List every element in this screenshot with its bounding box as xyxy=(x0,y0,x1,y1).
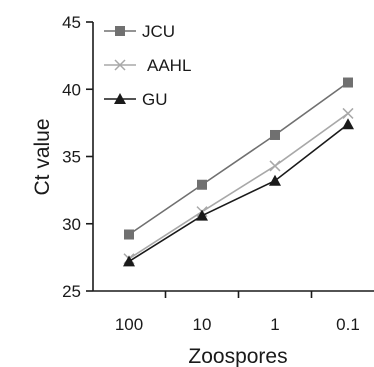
y-tick-label: 30 xyxy=(62,215,81,234)
legend-marker xyxy=(115,26,125,36)
data-point-gu xyxy=(196,209,208,221)
series-line-gu xyxy=(128,123,349,263)
legend-item-jcu: JCU xyxy=(104,22,175,41)
y-tick-label: 40 xyxy=(62,80,81,99)
x-tick-label: 1 xyxy=(270,315,279,334)
legend-label: GU xyxy=(142,90,168,109)
data-point-jcu xyxy=(197,179,207,190)
x-axis-title: Zoospores xyxy=(188,345,287,367)
x-tick-label: 10 xyxy=(193,315,212,334)
series-line-aahl xyxy=(128,112,349,260)
data-point-gu xyxy=(269,174,281,186)
y-axis-title: Ct value xyxy=(31,118,54,195)
axes: 25 30 35 40 45 100 10 1 0.1 xyxy=(62,13,374,334)
data-point-aahl xyxy=(269,160,281,172)
y-tick-label: 45 xyxy=(62,13,81,32)
legend-marker xyxy=(114,59,126,71)
legend-item-aahl: AAHL xyxy=(104,56,191,75)
series-line-jcu xyxy=(128,81,349,236)
series-aahl xyxy=(123,107,354,265)
data-point-jcu xyxy=(124,229,134,240)
x-tick-label: 100 xyxy=(115,315,143,334)
series-layer xyxy=(123,77,354,267)
legend: JCU AAHL GU xyxy=(104,22,191,109)
data-point-gu xyxy=(342,118,354,130)
series-gu xyxy=(123,118,354,267)
legend-label: AAHL xyxy=(147,56,191,75)
data-point-aahl xyxy=(342,107,354,119)
y-tick-label: 25 xyxy=(62,282,81,301)
y-tick-label: 35 xyxy=(62,148,81,167)
data-point-jcu xyxy=(270,129,280,140)
legend-item-gu: GU xyxy=(104,90,168,109)
x-tick-label: 0.1 xyxy=(336,315,360,334)
legend-label: JCU xyxy=(142,22,175,41)
data-point-jcu xyxy=(343,77,353,88)
series-jcu xyxy=(124,77,353,240)
data-point-gu xyxy=(123,255,135,267)
legend-marker xyxy=(114,93,126,104)
